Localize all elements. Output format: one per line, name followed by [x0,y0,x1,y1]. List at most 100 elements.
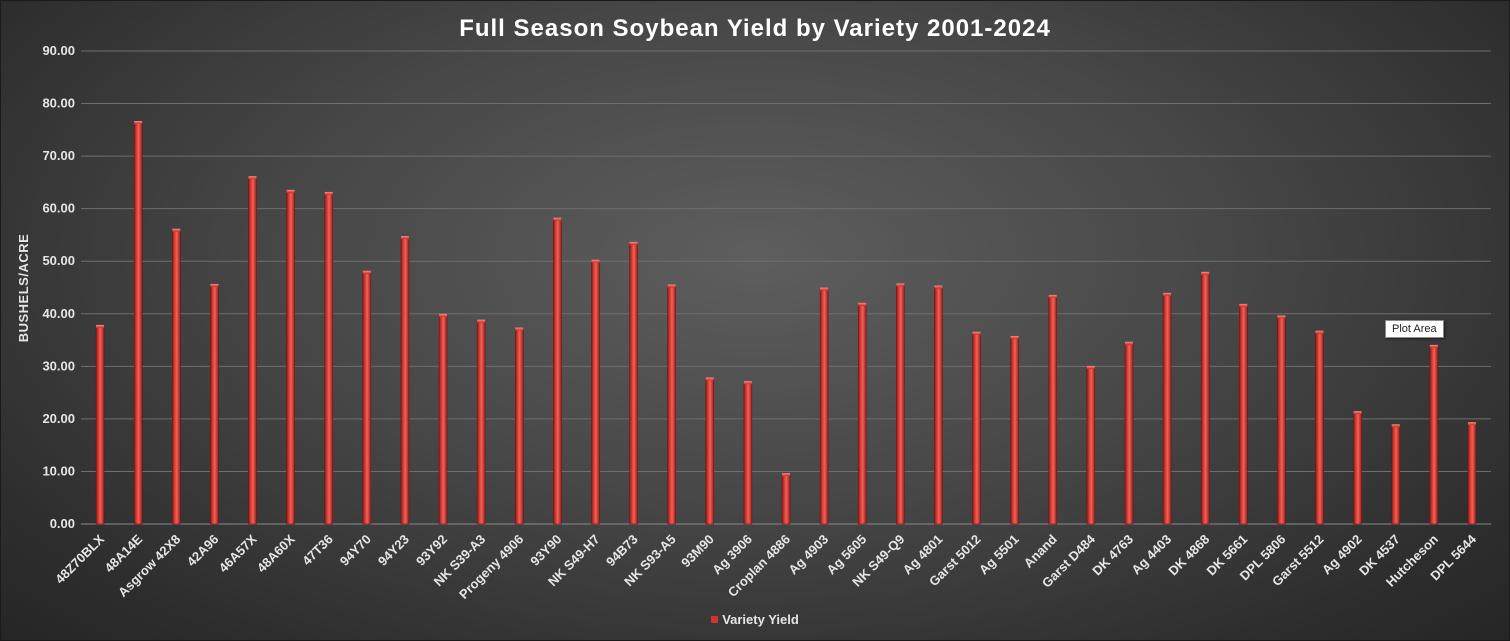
bar [553,219,562,525]
x-tick-label: 48Z70BLX [52,531,107,586]
bar-cap [134,121,143,125]
bar [591,261,600,525]
bar-cap [1315,330,1324,334]
x-tick-label: 48A60X [254,531,298,575]
bar-cap [439,313,448,317]
bar [438,315,448,525]
bar-cap [896,283,905,287]
bar-cap [96,324,105,328]
bar [1048,296,1058,525]
x-tick-label: Ag 5501 [976,532,1022,578]
bar [133,122,143,525]
bar-cap [629,241,638,245]
x-tick-label: 93Y90 [527,532,564,569]
legend: Variety Yield [1,612,1509,627]
bar [1353,412,1362,525]
bar [1124,343,1134,525]
bar-cap [553,217,562,221]
bar [667,286,676,525]
bar [705,379,715,525]
bar [286,191,295,525]
bar [1467,423,1477,525]
bar [210,285,219,525]
bar-cap [934,285,943,289]
y-tick-label: 10.00 [42,463,75,478]
bar-cap [362,270,371,274]
bar [1315,332,1324,525]
bar-cap [1010,335,1019,339]
x-tick-label: DK 4763 [1089,532,1136,579]
bar [857,304,867,525]
x-tick-label: 46A57X [216,531,260,575]
y-tick-label: 70.00 [42,148,75,163]
y-tick-label: 30.00 [42,358,75,373]
bar [514,329,524,525]
bar-cap [782,473,790,477]
chart-title: Full Season Soybean Yield by Variety 200… [459,15,1051,42]
y-tick-label: 50.00 [42,253,75,268]
y-tick-label: 40.00 [42,306,75,321]
x-tick-label: 47T36 [299,532,336,569]
bar-cap [858,302,867,306]
bar [1429,346,1439,525]
bars [95,121,1477,525]
legend-label: Variety Yield [722,612,799,627]
bar-cap [972,331,981,335]
bar [1277,317,1286,525]
bar-cap [1163,292,1172,296]
bar-cap [1239,303,1248,307]
bar-cap [324,191,333,195]
bar-cap [743,381,752,385]
bar [743,382,753,525]
bar [1086,367,1096,525]
bar-cap [210,283,219,287]
bar-cap [1124,341,1133,345]
bar [95,326,105,525]
bar [324,193,333,525]
bar-cap [400,236,409,240]
bar [896,285,905,525]
x-tick-label: 93Y92 [413,532,450,569]
x-tick-label: 94Y70 [337,532,374,569]
bar [781,474,791,525]
bar [1010,337,1019,525]
x-tick-label: 94Y23 [375,532,412,569]
bar [629,243,638,525]
bar-cap [1467,422,1476,426]
y-tick-label: 80.00 [42,96,75,111]
bar-cap [1086,365,1095,369]
bar [934,287,943,525]
bar [172,230,181,525]
y-axis-label: BUSHELS/ACRE [16,234,31,343]
x-tick-label: Ag 4903 [785,532,831,578]
bar [1391,425,1400,525]
y-tick-label: 0.00 [50,516,75,531]
bar [400,237,410,525]
bar-cap [820,287,829,291]
y-axis-ticks: 0.00 10.00 20.00 30.00 40.00 50.00 60.00 70.00 8… [42,43,75,531]
y-tick-label: 90.00 [42,43,75,58]
bar-cap [1201,271,1210,275]
bar-cap [1391,424,1400,428]
bar-cap [1429,344,1438,348]
gridlines [81,50,1491,525]
bar [1162,294,1172,525]
bar-cap [667,284,676,288]
bar-cap [286,189,295,193]
y-tick-label: 60.00 [42,201,75,216]
bar [1200,273,1210,525]
bar-cap [1353,411,1362,415]
plot-area-tooltip: Plot Area [1385,320,1444,338]
bar [362,272,372,525]
bar [1239,305,1248,525]
bar [476,321,486,525]
bar-cap [515,327,524,331]
bar-cap [1277,315,1286,319]
bar-cap [705,377,714,381]
legend-swatch [711,616,719,623]
y-tick-label: 20.00 [42,411,75,426]
bar-cap [477,319,486,323]
